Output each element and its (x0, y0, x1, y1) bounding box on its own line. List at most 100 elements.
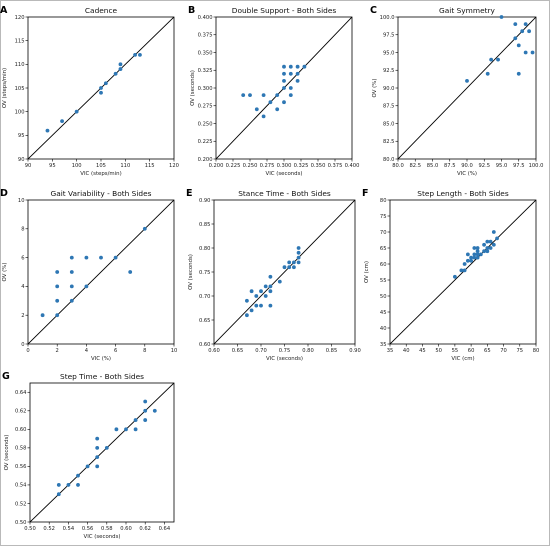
data-point (133, 52, 137, 57)
data-point (530, 50, 535, 55)
x-axis-label: VIC (seconds) (266, 356, 303, 362)
y-tick-label: 0.350 (198, 50, 213, 56)
y-tick-label: 60 (380, 262, 387, 268)
data-point (69, 298, 74, 303)
panel-title: Stance Time - Both Sides (238, 189, 331, 198)
panel-step-length: F Step Length - Both Sides 35 40 45 50 55 60 65 7… (362, 188, 540, 362)
x-tick-label: 0.325 (294, 163, 309, 169)
y-tick-label: 80 (380, 198, 387, 204)
data-point (465, 79, 469, 83)
data-point (268, 303, 273, 308)
y-tick-label: 97.5 (383, 33, 395, 39)
x-axis-label: VIC (cm) (451, 356, 474, 362)
data-point (489, 57, 494, 62)
y-tick-label: 40 (380, 326, 387, 332)
x-tick-label: 100 (72, 163, 82, 169)
data-point (282, 100, 286, 105)
y-tick-label: 0.60 (199, 342, 211, 348)
y-axis-label: OV (seconds) (4, 435, 10, 471)
data-point (95, 445, 100, 450)
data-point (475, 249, 480, 254)
data-point (523, 22, 528, 26)
data-point (495, 236, 499, 241)
x-tick-label: 80 (533, 348, 540, 354)
x-tick-label: 0.80 (302, 348, 314, 354)
y-tick-label: 0.200 (198, 157, 213, 163)
y-tick-label: 0.400 (198, 15, 213, 21)
data-point (113, 255, 118, 260)
y-tick-label: 8 (21, 227, 24, 233)
data-point (469, 258, 474, 263)
data-point (69, 255, 74, 260)
panel-stance-time: E Stance Time - Both Sides 0.60 0.65 0.70 0.7… (186, 188, 361, 362)
data-point (128, 270, 133, 274)
data-point (254, 107, 259, 112)
x-tick-label: 2 (56, 348, 59, 354)
y-tick-label: 0.225 (198, 139, 213, 145)
y-axis-label: OV (seconds) (190, 70, 196, 106)
data-point (85, 464, 90, 469)
data-point (45, 128, 50, 133)
data-point (124, 427, 128, 432)
x-tick-label: 95.0 (496, 163, 508, 169)
data-point (482, 249, 486, 254)
x-tick-label: 0.300 (277, 163, 292, 169)
panel-letter: B (188, 5, 195, 16)
data-point (254, 294, 259, 298)
panel-letter: A (0, 5, 8, 16)
data-point (66, 483, 71, 487)
x-tick-label: 0.58 (101, 526, 113, 532)
x-axis-label: VIC (%) (91, 356, 111, 362)
x-tick-label: 0.90 (349, 348, 361, 354)
x-tick-label: 80.0 (392, 163, 404, 169)
x-tick-label: 55 (452, 348, 459, 354)
data-point (60, 119, 64, 124)
y-tick-label: 90.0 (383, 86, 395, 92)
panel-title: Step Time - Both Sides (60, 372, 144, 381)
panel-letter: D (0, 188, 8, 199)
data-point (282, 71, 286, 76)
y-tick-label: 0.90 (199, 198, 211, 204)
data-point (95, 464, 100, 469)
data-point (99, 255, 103, 260)
y-tick-label: 90 (18, 157, 25, 163)
y-axis-label: OV (%) (2, 263, 8, 282)
panel-letter: G (2, 371, 10, 382)
identity-line (398, 17, 536, 159)
data-point (268, 274, 273, 279)
data-point (491, 242, 496, 247)
data-point (513, 22, 518, 26)
x-tick-label: 0.64 (159, 526, 171, 532)
data-point (472, 252, 477, 257)
data-point (459, 268, 464, 273)
data-point (287, 265, 292, 270)
data-point (292, 265, 296, 270)
y-tick-label: 0.250 (198, 121, 213, 127)
panel-title: Gait Symmetry (439, 6, 496, 15)
data-point (482, 242, 486, 247)
y-tick-label: 0 (21, 342, 24, 348)
data-point (292, 260, 296, 265)
data-point (104, 445, 109, 450)
data-point (248, 93, 252, 97)
data-point (520, 29, 525, 34)
data-point (261, 93, 266, 97)
panel-gait-variability: D Gait Variability - Both Sides 0 2 4 6 8 10 0 2 4… (0, 188, 177, 362)
identity-line (214, 200, 355, 344)
data-point (268, 284, 273, 289)
data-point (133, 427, 138, 432)
data-point (142, 226, 147, 231)
x-tick-label: 70 (500, 348, 507, 354)
data-point (99, 90, 103, 95)
data-point (288, 86, 293, 90)
y-tick-label: 95.0 (383, 50, 395, 56)
data-point (296, 250, 301, 255)
x-tick-label: 0.50 (24, 526, 36, 532)
data-point (485, 249, 490, 254)
y-tick-label: 115 (15, 38, 25, 44)
data-point (287, 260, 292, 265)
data-point (55, 313, 60, 318)
y-tick-label: 100 (15, 109, 25, 115)
x-tick-label: 0 (26, 348, 29, 354)
x-tick-label: 100.0 (529, 163, 544, 169)
